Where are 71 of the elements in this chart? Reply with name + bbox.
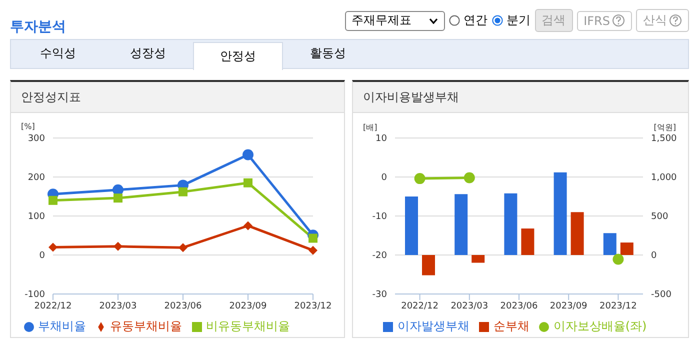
x-tick-label: 2023/06 — [500, 301, 538, 312]
bar — [472, 255, 485, 263]
text: 활동성 — [309, 45, 347, 62]
legend-label: 순부채 — [493, 319, 530, 333]
text: 안정성 — [193, 42, 283, 70]
x-tick-label: 2022/12 — [401, 301, 438, 312]
x-tick-label: 2022/12 — [34, 301, 72, 312]
text: IFRS — [576, 10, 632, 30]
chart-title: 안정성지표 — [11, 82, 344, 113]
text: 투자분석 — [10, 18, 66, 36]
point — [48, 196, 58, 205]
y-tick-label: 0 — [381, 173, 388, 184]
bar — [454, 194, 468, 255]
text: 연간 — [464, 12, 488, 29]
legend-label: 부채비율 — [38, 319, 86, 333]
text: 주재무제표 — [352, 12, 412, 29]
bar — [603, 233, 616, 255]
legend-label: 비유동부채비율 — [206, 319, 290, 333]
x-tick-label: 2023/12 — [600, 301, 637, 312]
bar — [570, 212, 584, 255]
point — [178, 243, 188, 252]
text: 성장성 — [129, 45, 167, 62]
x-tick-label: 2023/09 — [229, 301, 267, 312]
point — [308, 234, 318, 243]
y-tick-label: 300 — [28, 134, 46, 144]
point — [308, 246, 318, 255]
y2-axis-title: [억원] — [654, 122, 676, 133]
y-axis-title: [%] — [21, 122, 35, 131]
legend-label: 이자보상배율(좌) — [553, 319, 647, 333]
bar — [422, 255, 435, 276]
y-axis-title: [배] — [363, 122, 378, 133]
y2-tick-label: 0 — [651, 251, 657, 262]
point — [242, 149, 254, 160]
point — [178, 187, 188, 196]
bar — [554, 172, 567, 255]
y2-tick-label: 1,000 — [651, 173, 678, 184]
legend-label: 유동부채비율 — [110, 319, 182, 333]
x-tick-label: 2023/06 — [164, 301, 202, 312]
y-tick-label: 200 — [28, 173, 46, 184]
point — [114, 194, 122, 203]
point — [114, 242, 122, 251]
legend-label: 이자발생부채 — [397, 319, 470, 333]
y-tick-label: 10 — [376, 134, 388, 144]
point — [414, 173, 426, 184]
x-tick-label: 2023/03 — [450, 301, 488, 312]
point — [244, 221, 252, 230]
x-tick-label: 2023/12 — [294, 301, 332, 312]
y-tick-label: -10 — [372, 212, 388, 222]
y-tick-label: 0 — [39, 251, 46, 262]
y-tick-label: -20 — [372, 251, 388, 262]
point — [244, 178, 252, 188]
chart-title: 이자비용발생부채 — [353, 82, 688, 113]
text: 분기 — [506, 12, 531, 29]
y2-tick-label: -500 — [651, 290, 672, 300]
x-tick-label: 2023/09 — [550, 301, 588, 312]
y2-tick-label: 500 — [651, 212, 668, 222]
x-tick-label: 2023/03 — [99, 301, 137, 312]
bar — [521, 228, 534, 255]
y-tick-label: -100 — [24, 290, 46, 300]
point — [464, 172, 475, 184]
text: 수익성 — [39, 45, 77, 62]
bar — [405, 196, 418, 255]
y-tick-label: -30 — [372, 290, 388, 300]
y2-tick-label: 1,500 — [651, 134, 678, 144]
y-tick-label: 100 — [28, 212, 46, 222]
bar — [504, 193, 518, 255]
bar — [620, 242, 634, 255]
point — [48, 242, 58, 252]
text: 산식 — [636, 9, 689, 32]
text: 검색 — [534, 9, 573, 32]
point — [612, 254, 624, 265]
